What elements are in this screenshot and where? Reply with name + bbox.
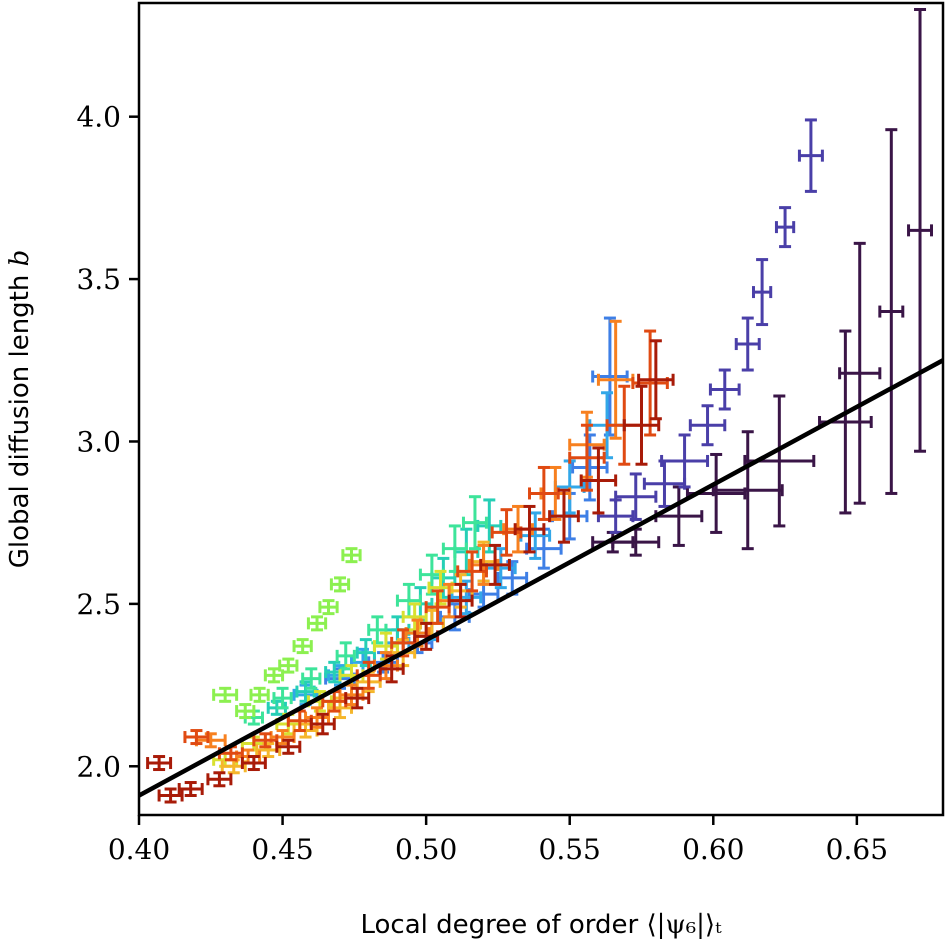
data-point xyxy=(548,488,580,544)
x-tick-label: 0.65 xyxy=(826,833,888,866)
data-point xyxy=(275,738,302,755)
x-tick-label: 0.60 xyxy=(682,833,744,866)
data-point xyxy=(637,339,675,421)
data-point xyxy=(401,602,428,632)
data-point xyxy=(240,755,267,772)
data-point xyxy=(774,206,796,249)
series-indigo xyxy=(596,118,824,534)
data-point xyxy=(907,7,934,453)
series-orange xyxy=(194,319,635,765)
data-point xyxy=(660,433,710,489)
data-point xyxy=(596,319,635,440)
data-point xyxy=(301,667,322,690)
data-point xyxy=(479,543,511,586)
y-tick-label: 2.5 xyxy=(76,588,121,621)
data-point xyxy=(688,404,727,447)
x-tick-label: 0.55 xyxy=(539,833,601,866)
data-point xyxy=(441,524,468,573)
data-point xyxy=(309,712,336,736)
data-point xyxy=(263,667,285,684)
data-point xyxy=(513,504,546,554)
data-point xyxy=(318,599,339,616)
x-tick-label: 0.50 xyxy=(395,833,457,866)
data-point xyxy=(461,495,488,551)
data-point xyxy=(708,368,741,411)
x-axis-label: Local degree of order ⟨|ψ₆|⟩ₜ xyxy=(361,910,723,940)
data-point xyxy=(292,638,313,655)
y-tick-label: 4.0 xyxy=(76,101,121,134)
data-point xyxy=(272,686,293,710)
data-point xyxy=(622,384,661,466)
data-point xyxy=(278,657,299,674)
data-layer xyxy=(146,7,934,804)
data-point xyxy=(341,547,362,564)
data-point xyxy=(418,553,445,596)
data-point xyxy=(447,582,474,619)
x-axis: 0.40 0.45 0.50 0.55 0.60 0.65 xyxy=(108,815,888,866)
data-point xyxy=(249,686,270,703)
data-point xyxy=(614,472,658,521)
data-point xyxy=(838,241,882,505)
data-point xyxy=(528,465,560,521)
y-axis: 2.0 2.5 3.0 3.5 4.0 xyxy=(76,101,139,783)
data-point xyxy=(206,771,233,788)
data-point xyxy=(157,787,184,804)
data-point xyxy=(212,686,239,703)
data-point xyxy=(177,781,204,798)
y-tick-label: 3.5 xyxy=(76,263,121,296)
data-point xyxy=(797,118,824,193)
data-point xyxy=(456,550,488,593)
data-point xyxy=(183,729,210,746)
data-point xyxy=(395,582,422,619)
data-point xyxy=(751,258,773,327)
data-point xyxy=(235,703,256,720)
x-tick-label: 0.40 xyxy=(108,833,170,866)
y-tick-label: 2.0 xyxy=(76,750,121,783)
data-point xyxy=(146,755,173,772)
x-tick-label: 0.45 xyxy=(251,833,313,866)
data-point xyxy=(734,316,761,372)
fit-line xyxy=(139,358,943,798)
data-point xyxy=(579,446,618,515)
data-point xyxy=(252,732,279,749)
y-tick-label: 3.0 xyxy=(76,425,121,458)
data-point xyxy=(596,498,635,534)
series-lime xyxy=(212,547,362,720)
plot-frame xyxy=(137,1,945,817)
data-point xyxy=(329,576,351,593)
series-dark-red xyxy=(146,339,675,804)
data-point xyxy=(306,615,328,632)
data-point xyxy=(424,589,451,625)
data-point xyxy=(711,430,784,551)
data-point xyxy=(344,686,371,710)
data-point xyxy=(878,128,905,495)
y-axis-label: Global diffusion length b xyxy=(5,250,35,569)
